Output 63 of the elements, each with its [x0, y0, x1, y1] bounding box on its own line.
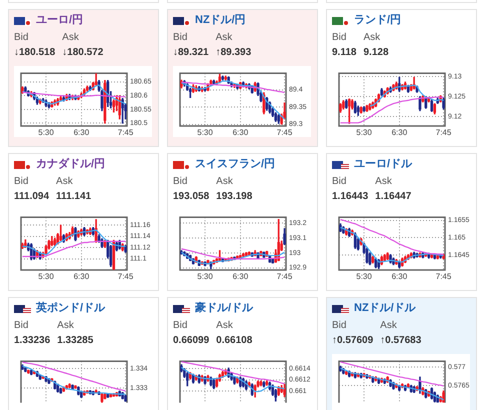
text: Ask [56, 176, 74, 188]
chart-title: ユーロ/ドル [354, 157, 412, 171]
x-tick-label: 7:45 [276, 272, 293, 282]
x-tick-label: 5:30 [38, 272, 54, 282]
x-tick-label: 6:30 [392, 272, 408, 282]
chart-title: スイスフラン/円 [195, 157, 276, 171]
chart-title: NZドル/ドル [354, 301, 416, 315]
text: Ask [62, 32, 80, 44]
text: 9.118 [332, 47, 356, 59]
text: Ask [375, 176, 393, 188]
text: Ask [216, 320, 234, 332]
x-tick-label: 5:30 [38, 128, 54, 138]
text: Bid [14, 176, 30, 188]
text: Ask [216, 32, 234, 44]
text: 111.094 [14, 191, 50, 203]
x-tick-label: 5:30 [197, 272, 214, 282]
text: Bid [332, 320, 348, 332]
text: Bid [332, 176, 348, 188]
x-tick-label: 5:30 [197, 128, 214, 138]
x-tick-label: 7:45 [118, 272, 134, 282]
x-tick-label: 7:45 [436, 128, 452, 138]
text: 1.33285 [57, 335, 94, 347]
text: 193.058 [173, 191, 210, 203]
text: Ask [363, 32, 382, 44]
text: 0.66108 [216, 335, 252, 347]
text: 193.198 [216, 191, 252, 203]
text: Ask [216, 176, 234, 188]
x-tick-label: 7:45 [118, 128, 134, 138]
text: 1.16443 [332, 191, 368, 203]
text: ↑0.57683 [380, 335, 422, 347]
text: ↓180.572 [62, 47, 104, 59]
x-tick-label: 6:30 [74, 128, 90, 138]
chart-title: 英ポンド/ドル [36, 301, 106, 315]
text: Bid [173, 32, 188, 44]
chart-title: 豪ドル/ドル [195, 301, 254, 315]
text: ↑0.57609 [332, 335, 374, 347]
text: ↓89.321 [173, 47, 209, 59]
x-tick-label: 5:30 [356, 272, 372, 282]
x-tick-label: 7:45 [436, 272, 452, 282]
text: ↑89.393 [216, 47, 252, 59]
x-tick-label: 7:45 [276, 128, 293, 138]
text: ↓180.518 [14, 47, 56, 59]
text: 0.66099 [173, 335, 210, 347]
x-tick-label: 6:30 [232, 128, 249, 138]
text: 9.128 [363, 47, 389, 59]
text: Bid [332, 32, 348, 44]
text: Ask [57, 320, 75, 332]
text: Bid [173, 176, 188, 188]
text: 1.33236 [14, 335, 50, 347]
text: Bid [14, 320, 30, 332]
chart-title: ユーロ/円 [36, 13, 84, 27]
x-tick-label: 6:30 [392, 128, 408, 138]
x-tick-label: 6:30 [74, 272, 90, 282]
x-tick-label: 6:30 [232, 272, 249, 282]
text: Ask [380, 320, 398, 332]
chart-title: ランド/円 [354, 13, 402, 27]
text: 111.141 [56, 191, 92, 203]
chart-title: NZドル/円 [195, 13, 246, 27]
chart-title: カナダドル/円 [36, 157, 106, 171]
text: Bid [173, 320, 188, 332]
x-tick-label: 5:30 [356, 128, 372, 138]
text: 1.16447 [375, 191, 412, 203]
text: Bid [14, 32, 30, 44]
